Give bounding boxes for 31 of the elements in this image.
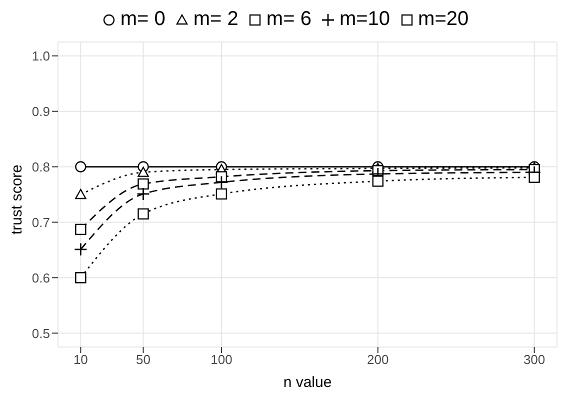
point xyxy=(138,208,149,220)
point xyxy=(372,176,384,187)
y-tick-label: 1.0 xyxy=(32,48,50,64)
x-tick-label: 200 xyxy=(367,352,389,368)
legend-label: m=10 xyxy=(339,8,390,31)
y-tick-label: 0.8 xyxy=(32,159,50,174)
x-tick-label: 10 xyxy=(73,352,88,368)
point xyxy=(75,272,86,284)
y-tick-label: 0.7 xyxy=(32,214,50,230)
legend-label: m= 6 xyxy=(266,8,312,31)
legend-label: m= 0 xyxy=(120,8,166,31)
point xyxy=(528,172,540,183)
point xyxy=(74,242,88,256)
point xyxy=(138,178,149,190)
y-tick-label: 0.5 xyxy=(32,326,50,341)
point xyxy=(75,188,86,200)
legend-label: m=20 xyxy=(418,8,469,31)
x-tick-label: 50 xyxy=(136,352,150,368)
y-tick-label: 0.6 xyxy=(32,270,50,286)
x-tick-label: 300 xyxy=(523,352,546,368)
point xyxy=(138,166,149,177)
point xyxy=(75,161,86,172)
x-tick-label: 100 xyxy=(210,352,232,368)
point xyxy=(216,188,228,200)
point xyxy=(214,176,228,189)
x-axis-title: n value xyxy=(283,374,332,391)
y-axis-title: trust score xyxy=(8,164,26,234)
y-tick-label: 0.9 xyxy=(32,104,50,119)
legend-label: m= 2 xyxy=(193,8,238,31)
point xyxy=(136,187,150,201)
point xyxy=(75,224,86,236)
